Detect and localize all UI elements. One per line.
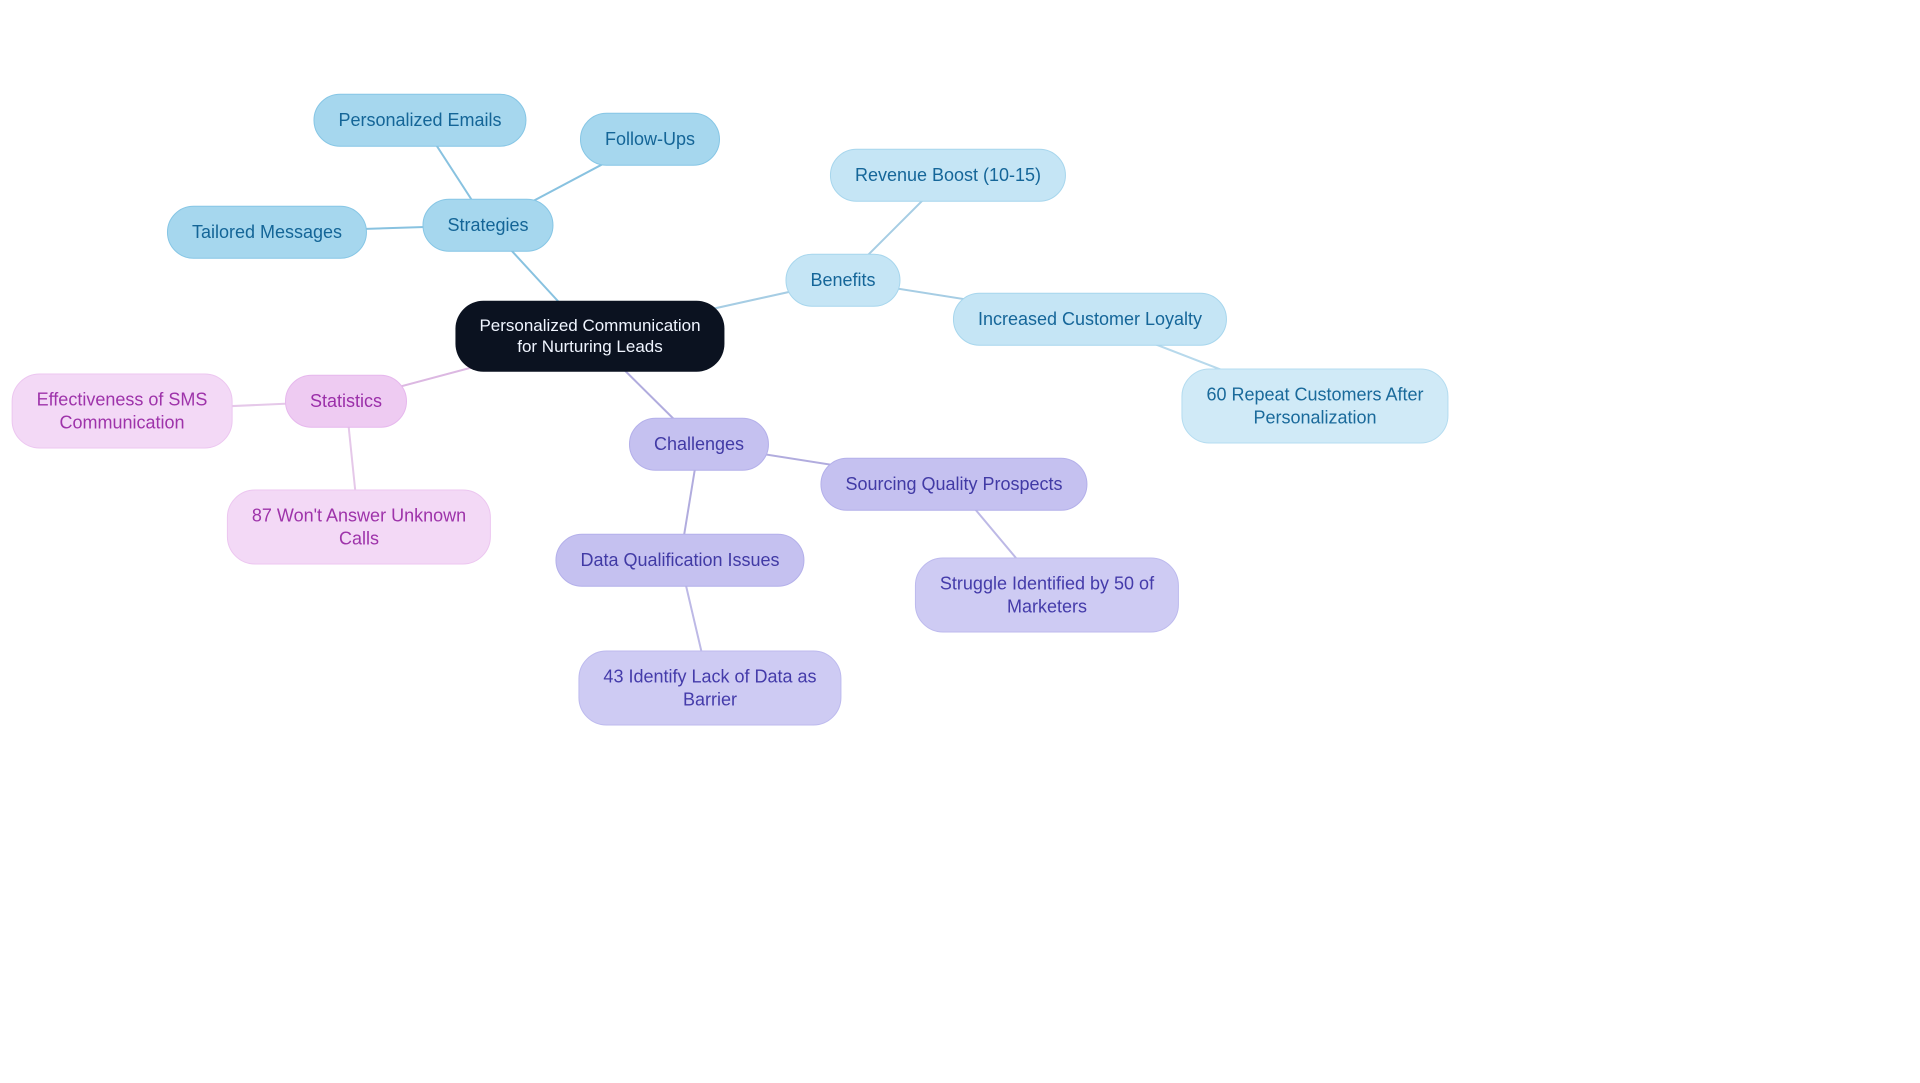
mindmap-canvas: Personalized Communicationfor Nurturing … (0, 0, 1920, 1083)
node-benefits[interactable]: Benefits (785, 254, 900, 307)
node-personalized_emails[interactable]: Personalized Emails (313, 94, 526, 147)
node-statistics[interactable]: Statistics (285, 375, 407, 428)
node-challenges[interactable]: Challenges (629, 418, 769, 471)
node-sourcing[interactable]: Sourcing Quality Prospects (820, 458, 1087, 511)
node-root[interactable]: Personalized Communicationfor Nurturing … (455, 301, 724, 372)
node-follow_ups[interactable]: Follow-Ups (580, 113, 720, 166)
node-lack_data[interactable]: 43 Identify Lack of Data asBarrier (578, 651, 841, 726)
node-repeat_customers[interactable]: 60 Repeat Customers AfterPersonalization (1181, 369, 1448, 444)
node-strategies[interactable]: Strategies (422, 199, 553, 252)
node-unknown_calls[interactable]: 87 Won't Answer UnknownCalls (227, 490, 491, 565)
node-sms_eff[interactable]: Effectiveness of SMSCommunication (12, 374, 233, 449)
node-data_issues[interactable]: Data Qualification Issues (555, 534, 804, 587)
node-struggle[interactable]: Struggle Identified by 50 ofMarketers (915, 558, 1179, 633)
node-loyalty[interactable]: Increased Customer Loyalty (953, 293, 1227, 346)
node-revenue_boost[interactable]: Revenue Boost (10-15) (830, 149, 1066, 202)
node-tailored_messages[interactable]: Tailored Messages (167, 206, 367, 259)
